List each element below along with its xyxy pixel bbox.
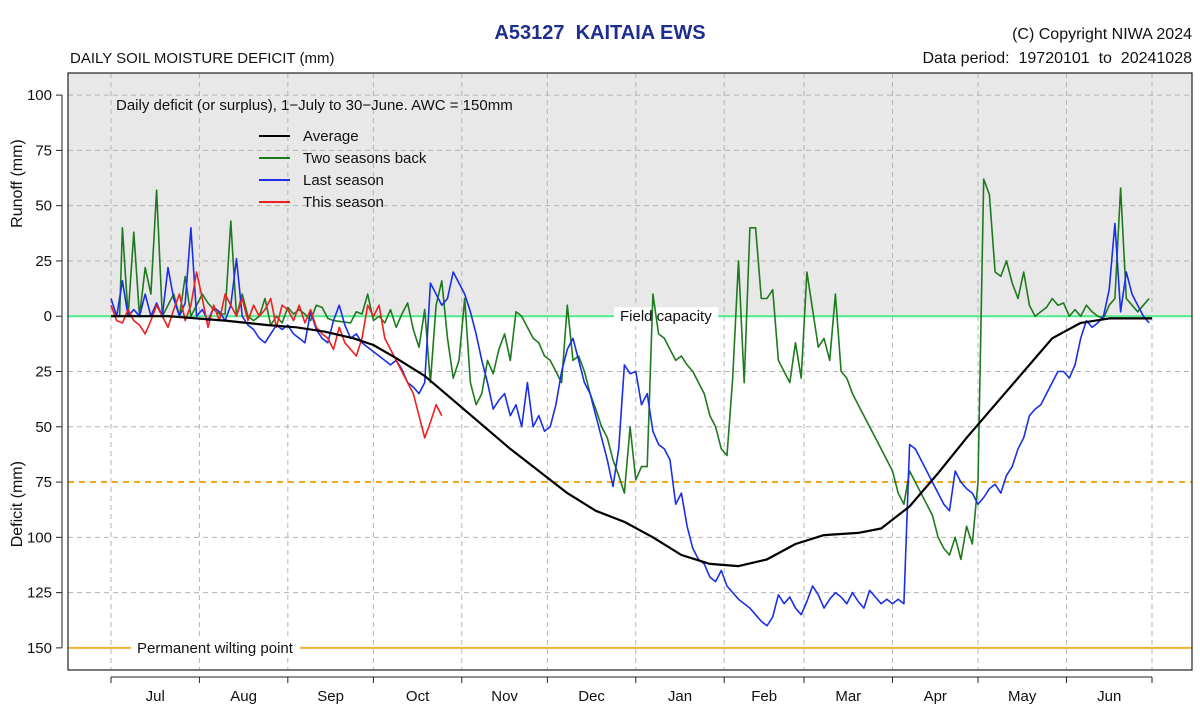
- y-tick-label: 75: [35, 474, 52, 491]
- chart-title: A53127 KAITAIA EWS: [494, 22, 706, 44]
- y-tick-label: 150: [27, 640, 52, 657]
- series-line-two-seasons-back: [111, 178, 1150, 561]
- x-tick-label: Oct: [406, 688, 430, 705]
- legend-label: This season: [303, 194, 384, 211]
- series-line-average: [111, 315, 1152, 568]
- x-tick-label: Dec: [578, 688, 605, 705]
- y-tick-label: 50: [35, 419, 52, 436]
- series-line-this-season: [110, 271, 443, 439]
- y-axis: 100 75 50 25 0 25 50 75 100 125 150: [27, 87, 63, 657]
- legend: Average Two seasons back Last season This s…: [259, 128, 427, 211]
- x-axis: Jul Aug Sep Oct Nov Dec Jan Feb Mar Apr May Jun: [110, 676, 1153, 705]
- field-capacity-label: Field capacity: [620, 308, 712, 325]
- wilting-point-label-bg: [131, 638, 300, 658]
- copyright-text: (C) Copyright NIWA 2024: [1012, 26, 1192, 43]
- y-axis-label-runoff: Runoff (mm): [9, 139, 26, 228]
- series-line-last-season: [110, 222, 1150, 627]
- y-tick-label: 100: [27, 529, 52, 546]
- x-tick-label: Apr: [924, 688, 947, 705]
- plot-frame: [67, 72, 1193, 671]
- chart-subtitle: DAILY SOIL MOISTURE DEFICIT (mm): [70, 50, 335, 67]
- x-tick-label: May: [1008, 688, 1037, 705]
- wilting-point-label: Permanent wilting point: [137, 640, 294, 657]
- chart-note: Daily deficit (or surplus), 1−July to 30…: [116, 97, 513, 114]
- field-capacity-label-bg: [614, 307, 719, 327]
- x-tick-label: Nov: [491, 688, 518, 705]
- reference-lines: Field capacity Permanent wilting point: [68, 307, 1192, 658]
- y-tick-label: 75: [35, 142, 52, 159]
- y-tick-label: 100: [27, 87, 52, 104]
- x-tick-label: Jan: [668, 688, 692, 705]
- x-tick-label: Aug: [230, 688, 257, 705]
- legend-label: Two seasons back: [303, 150, 427, 167]
- legend-label: Last season: [303, 172, 384, 189]
- x-tick-label: Feb: [751, 688, 777, 705]
- data-period: Data period: 19720101 to 20241028: [922, 50, 1192, 67]
- y-tick-label: 25: [35, 253, 52, 270]
- y-tick-label: 0: [44, 308, 52, 325]
- legend-label: Average: [303, 128, 359, 145]
- x-tick-label: Mar: [835, 688, 861, 705]
- x-tick-label: Sep: [317, 688, 344, 705]
- runoff-zone: [68, 73, 1192, 317]
- y-axis-label-deficit: Deficit (mm): [9, 461, 26, 547]
- x-tick-label: Jul: [146, 688, 165, 705]
- y-tick-label: 125: [27, 585, 52, 602]
- y-tick-label: 25: [35, 364, 52, 381]
- series-lines: [110, 178, 1152, 627]
- x-tick-label: Jun: [1097, 688, 1121, 705]
- y-tick-label: 50: [35, 198, 52, 215]
